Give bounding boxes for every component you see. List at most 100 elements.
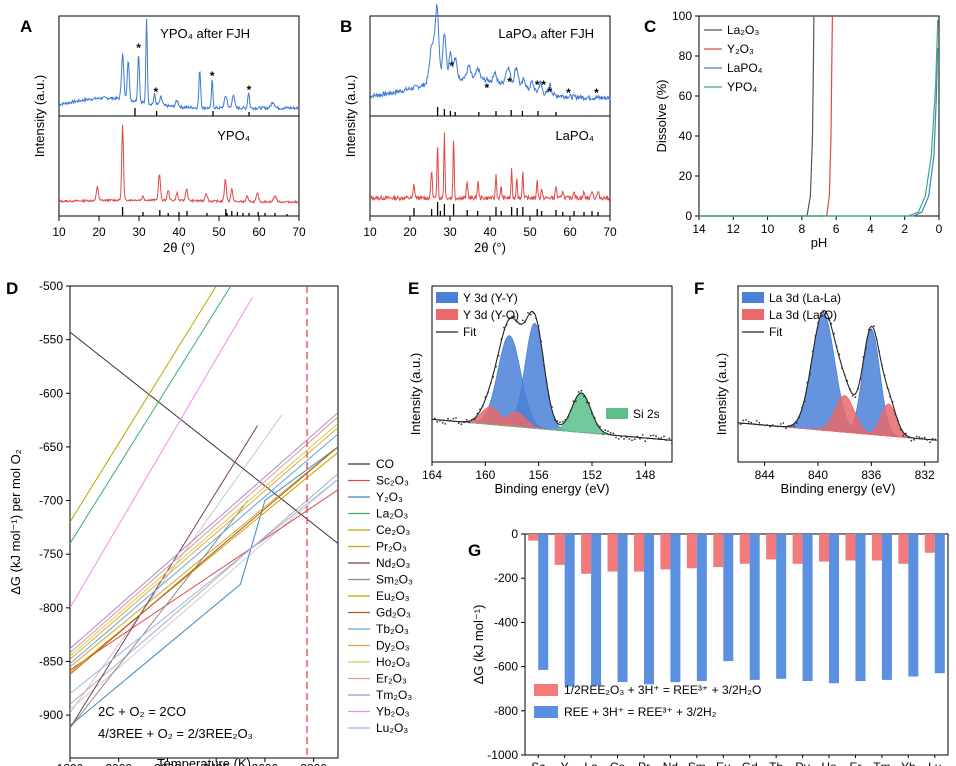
legend-label: Lu₂O₃	[376, 721, 408, 735]
data-point	[540, 340, 543, 343]
legend-label: Fit	[769, 325, 783, 339]
data-point	[897, 419, 899, 422]
data-point	[633, 438, 636, 441]
panel-d-ylabel: ΔG (kJ mol⁻¹) per mol O₂	[8, 449, 23, 595]
y-tick-label: -600	[494, 660, 518, 674]
legend-label: La₂O₃	[727, 23, 759, 37]
data-point	[444, 423, 447, 425]
data-point	[527, 312, 529, 314]
legend-label: Yb₂O₃	[376, 705, 410, 719]
panel-f-xps-la3d: 844 840 836 832 Binding energy (eV) Intensity…	[714, 285, 939, 496]
data-point	[556, 420, 559, 423]
data-point	[769, 425, 771, 428]
data-point	[580, 389, 583, 392]
y-tick-label: 20	[679, 169, 693, 183]
data-point	[481, 405, 484, 408]
data-point	[798, 416, 801, 419]
data-point	[535, 317, 537, 319]
panel-b-bottom-label: LaPO₄	[555, 128, 594, 143]
data-point	[883, 374, 886, 377]
legend-label: Dy₂O₃	[376, 639, 410, 653]
y-tick-label: 100	[672, 9, 692, 23]
data-point	[457, 422, 460, 424]
series-line-13	[70, 416, 338, 654]
data-point	[609, 431, 612, 434]
series-line-16	[70, 478, 338, 694]
data-point	[846, 379, 849, 382]
data-point	[513, 316, 516, 318]
panel-a-bottom-label: YPO₄	[217, 128, 250, 143]
data-point	[766, 424, 769, 426]
data-point	[809, 373, 811, 376]
data-point	[593, 416, 596, 419]
x-tick-label: Lu	[928, 760, 941, 766]
data-point	[838, 353, 841, 356]
x-tick-label: 60	[563, 225, 577, 239]
bar	[802, 534, 813, 681]
x-tick-label: 70	[292, 225, 306, 239]
impurity-star: *	[449, 59, 454, 73]
data-point	[923, 436, 926, 439]
data-point	[899, 428, 902, 431]
x-tick-label: Sm	[688, 760, 706, 766]
x-tick-label: 40	[483, 225, 497, 239]
bar	[908, 534, 919, 677]
data-point	[505, 323, 508, 326]
bar	[607, 534, 618, 572]
data-point	[577, 391, 580, 393]
series-line-7	[70, 500, 249, 729]
impurity-star: *	[541, 78, 546, 92]
y-tick-label: 80	[679, 49, 693, 63]
data-point	[854, 396, 857, 399]
x-tick-label: Tb	[769, 760, 783, 766]
data-point	[774, 425, 777, 427]
data-point	[873, 325, 875, 327]
data-point	[647, 437, 649, 440]
bar	[643, 534, 654, 685]
panel-c-xlabel: pH	[811, 235, 828, 250]
data-point	[564, 419, 567, 421]
data-point	[737, 422, 739, 424]
y-tick-label: -1000	[487, 748, 518, 762]
data-point	[636, 435, 639, 438]
x-tick-label: 50	[523, 225, 537, 239]
data-point	[739, 423, 742, 425]
x-tick-label: 10	[761, 222, 775, 236]
panel-d-xlabel: Temperature (K)	[157, 756, 251, 766]
data-point	[548, 396, 551, 398]
panel-b-ylabel: Intensity (a.u.)	[343, 75, 358, 157]
data-point	[617, 438, 620, 440]
panel-label-c: C	[644, 17, 656, 36]
data-point	[777, 425, 779, 428]
data-point	[439, 419, 441, 422]
x-tick-label: 60	[252, 225, 266, 239]
x-tick-label: 2	[901, 222, 908, 236]
raw-data-points	[737, 311, 937, 444]
x-tick-label: 836	[861, 468, 881, 482]
x-tick-label: 2600	[252, 762, 279, 766]
x-tick-label: 20	[92, 225, 106, 239]
series-line-4	[70, 286, 217, 523]
series-line-8	[70, 451, 338, 673]
data-point	[851, 395, 854, 397]
x-tick-label: Eu	[716, 760, 731, 766]
y-tick-label: -700	[39, 494, 63, 508]
bar	[819, 534, 830, 562]
series-line-15	[70, 296, 254, 609]
series-line-0	[699, 15, 815, 217]
legend-label: Fit	[463, 325, 477, 339]
extra-line-1	[70, 473, 338, 705]
panel-label-e: E	[408, 279, 419, 298]
data-point	[862, 356, 865, 359]
x-tick-label: 70	[603, 225, 617, 239]
x-tick-label: 160	[475, 468, 495, 482]
data-point	[835, 345, 838, 348]
bar	[617, 534, 628, 683]
bar	[538, 534, 549, 670]
data-point	[806, 381, 809, 384]
raw-data-points	[431, 312, 673, 445]
data-point	[516, 321, 519, 323]
data-point	[782, 422, 785, 424]
data-point	[588, 402, 591, 405]
